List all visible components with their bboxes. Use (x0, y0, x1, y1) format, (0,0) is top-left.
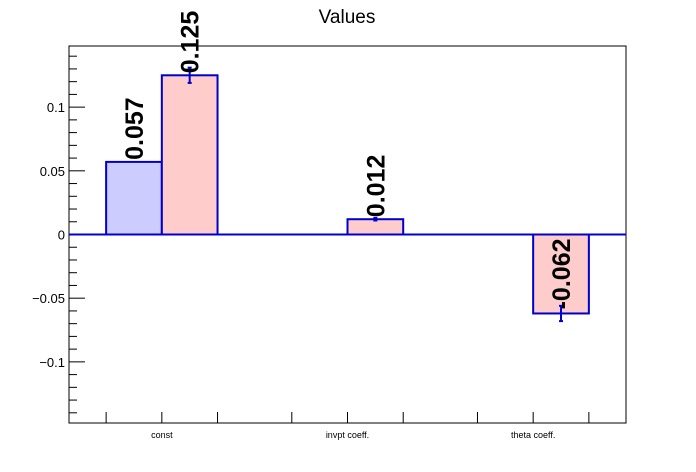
bars-layer (105, 66, 590, 323)
bar (346, 218, 405, 236)
value-labels-layer: 0.057 0.125 0.012 -0.062 (121, 11, 576, 310)
y-tick-label: −0.1 (39, 355, 65, 370)
y-axis: −0.1 −0.05 0 0.05 0.1 (32, 55, 85, 414)
y-tick-label: 0.1 (47, 100, 65, 115)
data-label: 0.125 (177, 11, 205, 74)
x-category-label: theta coeff. (511, 430, 555, 440)
x-category-label: const (151, 430, 173, 440)
y-tick-label: −0.05 (32, 291, 65, 306)
y-tick-label: 0 (58, 228, 65, 243)
data-label: -0.062 (548, 239, 576, 310)
data-label: 0.012 (362, 155, 390, 218)
x-axis: const invpt coeff. theta coeff. (105, 412, 590, 440)
chart-title: Values (319, 7, 376, 28)
x-category-label: invpt coeff. (326, 430, 369, 440)
bar (105, 160, 163, 236)
y-tick-label: 0.05 (40, 164, 65, 179)
data-label: 0.057 (121, 97, 149, 160)
bar (160, 74, 219, 236)
